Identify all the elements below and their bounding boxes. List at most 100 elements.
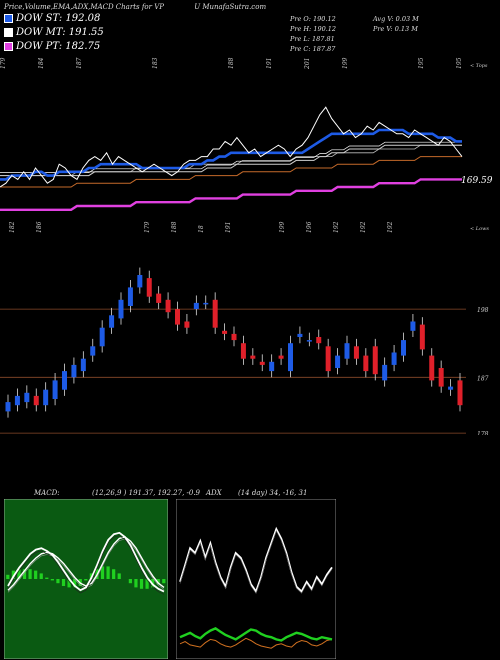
candle-body [175,309,180,325]
candle-body [90,346,96,356]
candle-body [259,361,265,365]
bottom-tick-label: 192 [333,221,340,233]
macd-histogram-bar [100,566,105,579]
macd-histogram-bar [34,570,38,579]
macd-histogram-bar [134,579,138,588]
candle-body [231,333,237,341]
candle-body [203,302,209,305]
candle-body [33,395,39,406]
candle-body [43,389,49,406]
adx-values: (14 day) 34, -16, 31 [238,489,308,497]
candle-body [316,337,322,344]
candle-body [419,324,425,350]
ema-pt-line [0,178,462,212]
candle-body [24,392,30,403]
ema-band-line [0,156,462,188]
candle-body [438,368,444,387]
macd-histogram-bar [117,573,121,579]
candle-body [165,299,171,313]
bottom-tick-label: 182 [9,221,16,233]
tops-label: < Tops [470,63,488,69]
macd-title: MACD: [34,489,60,497]
candle-body [306,340,312,342]
macd-histogram-bar [73,579,77,588]
bottom-tick-label: 179 [144,221,151,233]
candle-panel: 198 187 178 [0,267,489,435]
top-tick-label: 195 [456,57,463,69]
candle-body [429,355,435,381]
candle-body [127,287,133,306]
legend-dow-st-label: DOW ST: 192.08 [16,13,101,24]
price-reference-label: 187 [477,375,489,382]
top-tick-label: 199 [342,57,349,69]
macd-histogram-bar [67,579,71,588]
legend-swatch-mt [4,28,13,37]
candle-body [240,343,246,359]
ema-mt-line [0,144,462,177]
candle-body [5,402,11,412]
stat-high: Pre H: 190.12 [290,25,337,33]
bottom-tick-label: 199 [279,221,286,233]
macd-histogram-bar [11,570,15,579]
macd-histogram-bar [156,579,160,585]
bottom-tick-label: 196 [306,221,313,233]
legend-swatch-st [4,14,13,23]
candle-body [156,293,162,303]
candle-body [297,333,303,337]
stat-open: Pre O: 190.12 [290,15,336,23]
top-tick-label: 179 [0,57,7,69]
top-tick-label: 195 [418,57,425,69]
candle-body [193,302,199,310]
candle-body [184,321,190,328]
candle-body [344,343,350,359]
adx-title: ADX [206,489,222,497]
candle-body [14,395,20,406]
candle-body [146,278,152,297]
candle-body [457,380,463,406]
adx-line [179,526,333,594]
candle-body [99,327,105,347]
candle-body [212,299,218,328]
bottom-tick-label: 186 [36,221,43,233]
macd-histogram-bar [56,579,60,584]
ema-panel: < Tops < Lows 169.59 179 184 187 183 188 191 2… [0,57,493,233]
top-tick-label: 183 [152,57,159,69]
macd-chart [4,499,168,659]
candle-body [382,364,388,381]
ema-last-value: 169.59 [461,176,493,186]
candle-body [288,343,293,372]
macd-histogram-bar [17,569,21,579]
bottom-tick-label: 192 [387,221,394,233]
macd-histogram-bar [50,579,54,581]
candle-body [109,315,115,328]
top-tick-label: 188 [228,57,235,69]
bottom-tick-label: 188 [171,221,178,233]
candle-body [62,371,67,390]
macd-histogram-bar [28,569,32,579]
stat-close: Pre C: 187.87 [290,45,336,53]
candle-body [52,380,58,399]
lows-label: < Lows [470,226,489,232]
candle-body [80,358,86,372]
price-reference-label: 178 [477,431,489,435]
legend-swatch-pt [4,42,13,51]
candle-body [391,352,397,365]
macd-histogram-bar [106,566,110,579]
legend-dow-mt: DOW MT: 191.55 [4,27,104,38]
top-tick-label: 184 [38,57,45,69]
macd-values: (12,26,9 ) 191.37, 192.27, -0.9 [92,489,201,497]
stat-low: Pre L: 187.81 [290,35,335,43]
stat-pre-volume: Pre V: 0.13 M [373,25,418,33]
bottom-tick-label: 192 [360,221,367,233]
candle-body [353,346,359,359]
macd-histogram-bar [22,569,27,579]
candle-body [410,321,416,331]
macd-histogram-bar [145,579,149,589]
price-line [0,106,463,188]
macd-line [7,531,165,593]
header-site: U MunafaSutra.com [194,3,267,11]
bottom-tick-label: 18 [198,225,205,233]
macd-histogram-bar [39,573,43,579]
adx-minus-di-line [179,637,333,649]
candle-body [325,346,331,372]
